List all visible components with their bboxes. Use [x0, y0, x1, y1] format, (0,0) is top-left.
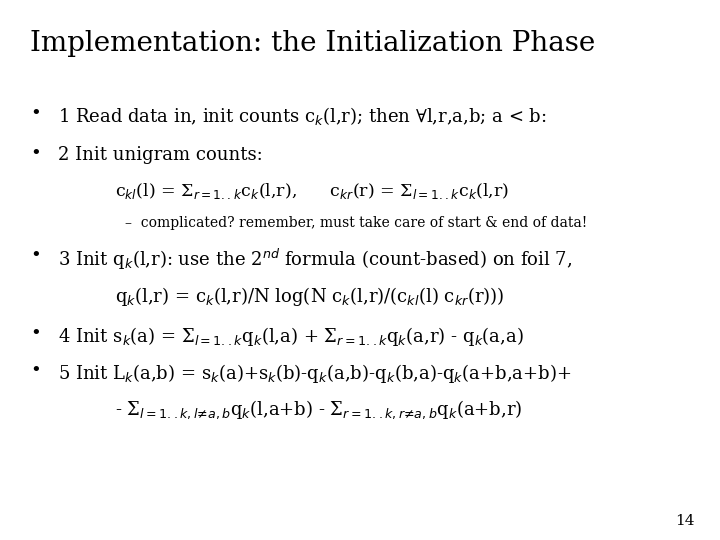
Text: 3 Init q$_k$(l,r): use the 2$^{nd}$ formula (count-based) on foil 7,: 3 Init q$_k$(l,r): use the 2$^{nd}$ form…	[58, 247, 572, 272]
Text: •: •	[30, 325, 41, 343]
Text: –  complicated? remember, must take care of start & end of data!: – complicated? remember, must take care …	[125, 215, 588, 230]
Text: 2 Init unigram counts:: 2 Init unigram counts:	[58, 145, 263, 164]
Text: q$_k$(l,r) = c$_k$(l,r)/N log(N c$_k$(l,r)/(c$_{kl}$(l) c$_{kr}$(r))): q$_k$(l,r) = c$_k$(l,r)/N log(N c$_k$(l,…	[115, 285, 504, 308]
Text: 5 Init L$_k$(a,b) = s$_k$(a)+s$_k$(b)-q$_k$(a,b)-q$_k$(b,a)-q$_k$(a+b,a+b)+: 5 Init L$_k$(a,b) = s$_k$(a)+s$_k$(b)-q$…	[58, 362, 571, 385]
Text: Implementation: the Initialization Phase: Implementation: the Initialization Phase	[30, 30, 595, 57]
Text: 14: 14	[675, 514, 695, 528]
Text: •: •	[30, 145, 41, 164]
Text: •: •	[30, 247, 41, 265]
Text: 4 Init s$_k$(a) = Σ$_{l=1..k}$q$_k$(l,a) + Σ$_{r=1..k}$q$_k$(a,r) - q$_k$(a,a): 4 Init s$_k$(a) = Σ$_{l=1..k}$q$_k$(l,a)…	[58, 325, 523, 348]
Text: •: •	[30, 362, 41, 380]
Text: •: •	[30, 105, 41, 123]
Text: c$_{kl}$(l) = Σ$_{r=1..k}$c$_k$(l,r),      c$_{kr}$(r) = Σ$_{l=1..k}$c$_k$(l,r): c$_{kl}$(l) = Σ$_{r=1..k}$c$_k$(l,r), c$…	[115, 180, 509, 200]
Text: 1 Read data in, init counts c$_k$(l,r); then ∀l,r,a,b; a < b:: 1 Read data in, init counts c$_k$(l,r); …	[58, 105, 546, 127]
Text: - Σ$_{l=1..k,l≠a,b}$q$_k$(l,a+b) - Σ$_{r=1..k,r≠a,b}$q$_k$(a+b,r): - Σ$_{l=1..k,l≠a,b}$q$_k$(l,a+b) - Σ$_{r…	[115, 399, 523, 421]
